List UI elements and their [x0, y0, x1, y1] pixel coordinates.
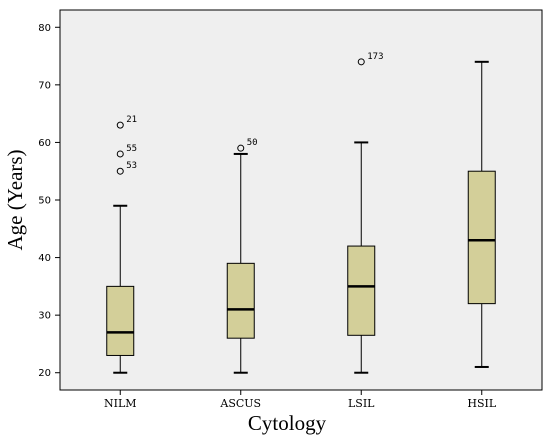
box-lsil: 173	[347, 52, 384, 374]
x-axis-title: Cytology	[248, 411, 327, 435]
y-tick-label: 40	[38, 253, 51, 264]
outlier-point	[116, 121, 124, 129]
iqr-box	[106, 285, 135, 356]
box-nilm: 21 55 53	[106, 115, 137, 374]
y-tick-label: 20	[38, 368, 51, 379]
x-tick-label: LSIL	[348, 397, 375, 410]
plot-area	[59, 9, 543, 391]
outlier-point	[116, 150, 124, 158]
y-tick-label: 30	[38, 311, 51, 322]
box-ascus: 50	[226, 138, 258, 374]
y-tick-label: 50	[38, 196, 51, 207]
outlier-label: 21	[126, 115, 137, 125]
x-axis: NILM ASCUS LSIL HSIL	[104, 390, 497, 410]
outlier-label: 53	[126, 161, 137, 171]
outlier-point	[116, 167, 124, 175]
outlier-label: 173	[367, 52, 383, 62]
iqr-box	[226, 262, 255, 339]
outlier-label: 55	[126, 144, 137, 154]
y-tick-label: 60	[38, 138, 51, 149]
outlier-point	[357, 58, 365, 66]
x-tick-label: ASCUS	[219, 397, 261, 410]
y-tick-label: 80	[38, 23, 51, 34]
outlier-point	[237, 144, 245, 152]
x-tick-label: HSIL	[467, 397, 496, 410]
boxes-group: 21 55 53 50 173	[106, 52, 496, 374]
iqr-box	[347, 245, 376, 336]
box-hsil	[467, 60, 496, 368]
y-axis: 20 30 40 50 60 70 80	[38, 23, 60, 379]
outlier-label: 50	[247, 138, 258, 148]
y-tick-label: 70	[38, 80, 51, 91]
y-axis-title: Age (Years)	[3, 149, 27, 250]
x-tick-label: NILM	[104, 397, 137, 410]
iqr-box	[467, 170, 496, 305]
